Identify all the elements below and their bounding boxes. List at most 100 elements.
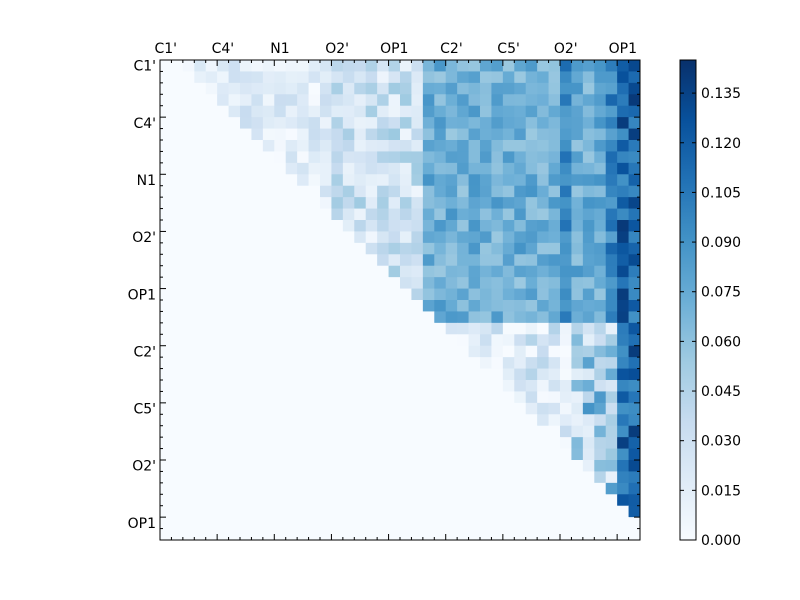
heatmap-cell <box>582 208 595 221</box>
heatmap-cell <box>377 105 389 118</box>
heatmap-cell <box>194 437 207 449</box>
heatmap-cell <box>320 345 332 358</box>
heatmap-cell <box>617 471 629 484</box>
heatmap-cell <box>331 128 344 141</box>
heatmap-cell <box>171 517 184 529</box>
heatmap-cell <box>308 311 321 324</box>
heatmap-cell <box>445 288 458 301</box>
heatmap-cell <box>582 482 595 495</box>
heatmap-cell <box>445 242 458 255</box>
heatmap-cell <box>228 311 241 324</box>
heatmap-cell <box>320 288 332 301</box>
heatmap-cell <box>445 311 458 324</box>
heatmap-cell <box>400 357 412 369</box>
heatmap-cell <box>571 277 584 289</box>
heatmap-cell <box>605 82 618 95</box>
heatmap-cell <box>308 242 321 255</box>
heatmap-cell <box>468 151 481 164</box>
heatmap-cell <box>434 322 447 335</box>
heatmap-cell <box>411 425 424 438</box>
heatmap-cell <box>422 357 435 369</box>
heatmap-cell <box>537 391 549 404</box>
heatmap-cell <box>160 288 172 301</box>
heatmap-cell <box>422 437 435 449</box>
heatmap-cell <box>228 402 241 415</box>
heatmap-cell <box>297 162 309 175</box>
heatmap-cell <box>171 414 184 427</box>
heatmap-cell <box>205 105 218 118</box>
heatmap-cell <box>571 471 584 484</box>
heatmap-cell <box>160 460 172 472</box>
heatmap-cell <box>560 517 572 529</box>
heatmap-cell <box>240 94 252 107</box>
heatmap-cell <box>605 105 618 118</box>
heatmap-cell <box>240 345 252 358</box>
heatmap-cell <box>251 71 264 84</box>
heatmap-cell <box>628 402 641 415</box>
heatmap-cell <box>445 482 458 495</box>
heatmap-cell <box>422 71 435 84</box>
heatmap-cell <box>400 300 412 312</box>
heatmap-cell <box>514 265 527 278</box>
heatmap-cell <box>297 437 309 449</box>
heatmap-cell <box>400 311 412 324</box>
heatmap-cell <box>434 391 447 404</box>
heatmap-cell <box>262 471 275 484</box>
heatmap-cell <box>194 471 207 484</box>
heatmap-cell <box>571 391 584 404</box>
heatmap-cell <box>342 151 355 164</box>
heatmap-cell <box>605 391 618 404</box>
heatmap-cell <box>560 357 572 369</box>
heatmap-cell <box>377 505 389 518</box>
heatmap-cell <box>228 242 241 255</box>
heatmap-cell <box>468 288 481 301</box>
heatmap-cell <box>194 94 207 107</box>
heatmap-cell <box>331 300 344 312</box>
heatmap-cell <box>582 391 595 404</box>
heatmap-cell <box>582 437 595 449</box>
x-tick-label: C5' <box>497 41 520 57</box>
heatmap-cell <box>308 71 321 84</box>
heatmap-cell <box>445 357 458 369</box>
heatmap-cell <box>331 311 344 324</box>
heatmap-cell <box>491 94 504 107</box>
heatmap-cell <box>445 197 458 209</box>
heatmap-cell <box>274 151 287 164</box>
heatmap-cell <box>537 322 549 335</box>
heatmap-cell <box>400 380 412 392</box>
heatmap-cell <box>491 300 504 312</box>
heatmap-cell <box>468 105 481 118</box>
heatmap-cell <box>205 311 218 324</box>
heatmap-cell <box>331 391 344 404</box>
heatmap-cell <box>171 402 184 415</box>
heatmap-cell <box>582 128 595 141</box>
heatmap-cell <box>228 151 241 164</box>
heatmap-cell <box>377 288 389 301</box>
heatmap-cell <box>365 414 378 427</box>
heatmap-cell <box>342 140 355 152</box>
heatmap-cell <box>388 242 401 255</box>
heatmap-cell <box>537 471 549 484</box>
heatmap-cell <box>480 357 492 369</box>
heatmap-cell <box>182 71 195 84</box>
heatmap-cell <box>491 311 504 324</box>
heatmap-cell <box>491 174 504 187</box>
heatmap-cell <box>468 448 481 461</box>
heatmap-cell <box>502 322 515 335</box>
heatmap-cell <box>525 128 538 141</box>
heatmap-cell <box>560 460 572 472</box>
heatmap-cell <box>388 345 401 358</box>
heatmap-cell <box>502 368 515 381</box>
heatmap-cell <box>537 185 549 198</box>
heatmap-cell <box>320 482 332 495</box>
heatmap-cell <box>571 105 584 118</box>
heatmap-cell <box>605 162 618 175</box>
heatmap-cell <box>171 300 184 312</box>
heatmap-cell <box>617 185 629 198</box>
heatmap-cell <box>205 208 218 221</box>
heatmap-cell <box>605 208 618 221</box>
heatmap-cell <box>480 277 492 289</box>
heatmap-cell <box>502 471 515 484</box>
heatmap-cell <box>445 277 458 289</box>
heatmap-cell <box>628 162 641 175</box>
